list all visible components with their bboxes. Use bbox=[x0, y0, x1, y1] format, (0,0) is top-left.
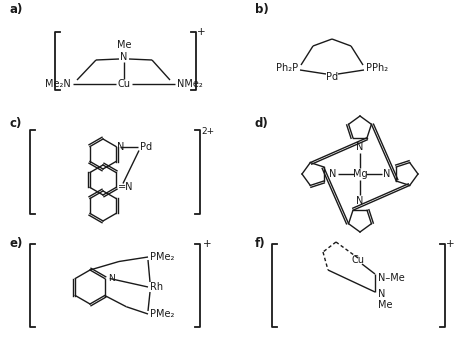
Text: N: N bbox=[378, 289, 385, 299]
Text: +: + bbox=[203, 239, 211, 249]
Text: N: N bbox=[329, 169, 337, 179]
Text: +: + bbox=[446, 239, 454, 249]
Text: e): e) bbox=[10, 238, 23, 251]
Text: N: N bbox=[356, 142, 364, 152]
Text: b): b) bbox=[255, 4, 269, 17]
Text: N: N bbox=[120, 52, 128, 62]
Text: PMe₂: PMe₂ bbox=[150, 252, 174, 262]
Text: N: N bbox=[117, 142, 124, 151]
Text: Cu: Cu bbox=[352, 255, 365, 265]
Text: NMe₂: NMe₂ bbox=[177, 79, 203, 89]
Text: Cu: Cu bbox=[118, 79, 130, 89]
Text: Ph₂P: Ph₂P bbox=[276, 63, 298, 73]
Text: =N: =N bbox=[118, 182, 134, 193]
Text: 2+: 2+ bbox=[201, 127, 215, 137]
Text: N: N bbox=[356, 196, 364, 206]
Text: Me₂N: Me₂N bbox=[45, 79, 71, 89]
Text: Pd: Pd bbox=[140, 142, 152, 151]
Text: N: N bbox=[108, 274, 115, 283]
Text: PMe₂: PMe₂ bbox=[150, 309, 174, 319]
Text: +: + bbox=[197, 27, 205, 37]
Text: a): a) bbox=[10, 4, 23, 17]
Text: Mg: Mg bbox=[353, 169, 367, 179]
Text: N: N bbox=[383, 169, 391, 179]
Text: Me: Me bbox=[378, 300, 392, 310]
Text: Me: Me bbox=[117, 40, 131, 50]
Text: Rh: Rh bbox=[150, 282, 163, 292]
Text: N–Me: N–Me bbox=[378, 273, 405, 283]
Text: d): d) bbox=[255, 118, 269, 131]
Text: PPh₂: PPh₂ bbox=[366, 63, 388, 73]
Text: c): c) bbox=[10, 118, 22, 131]
Text: Pd: Pd bbox=[326, 72, 338, 82]
Text: f): f) bbox=[255, 238, 265, 251]
